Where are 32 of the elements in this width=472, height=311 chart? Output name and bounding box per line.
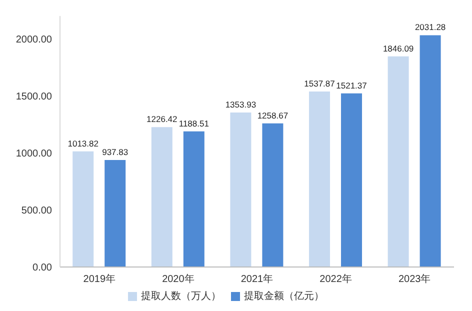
bar — [388, 56, 409, 267]
x-tick-label: 2020年 — [162, 273, 194, 286]
x-tick-label: 2023年 — [398, 273, 431, 286]
data-label: 1521.37 — [336, 80, 368, 90]
bar — [420, 35, 441, 267]
data-label: 1013.82 — [68, 138, 99, 148]
data-label: 1353.93 — [225, 100, 256, 110]
data-label: 1258.67 — [257, 110, 288, 120]
legend-label: 提取金额（亿元） — [244, 291, 324, 302]
bar — [72, 151, 94, 267]
bar — [151, 127, 172, 267]
data-label: 937.83 — [102, 147, 128, 157]
bar — [183, 131, 204, 267]
data-label: 2031.28 — [414, 22, 446, 32]
y-tick-label: 500.00 — [21, 206, 52, 217]
bar — [230, 112, 252, 267]
data-label: 1846.09 — [382, 43, 414, 54]
y-tick-label: 1000.00 — [16, 148, 52, 160]
x-tick-label: 2019年 — [83, 273, 116, 286]
data-label: 1188.51 — [178, 118, 210, 128]
bar — [262, 123, 284, 267]
x-tick-label: 2021年 — [240, 273, 274, 286]
legend-label: 提取人数（万人） — [141, 291, 221, 302]
bar — [104, 160, 126, 267]
y-tick-label: 0.00 — [32, 262, 52, 274]
bar — [309, 92, 330, 267]
y-tick-label: 2000.00 — [16, 34, 52, 46]
x-tick-label: 2022年 — [320, 273, 352, 286]
y-tick-label: 1500.00 — [16, 91, 52, 102]
data-label: 1226.42 — [146, 114, 178, 124]
data-label: 1537.87 — [304, 78, 336, 89]
bar — [341, 93, 362, 267]
